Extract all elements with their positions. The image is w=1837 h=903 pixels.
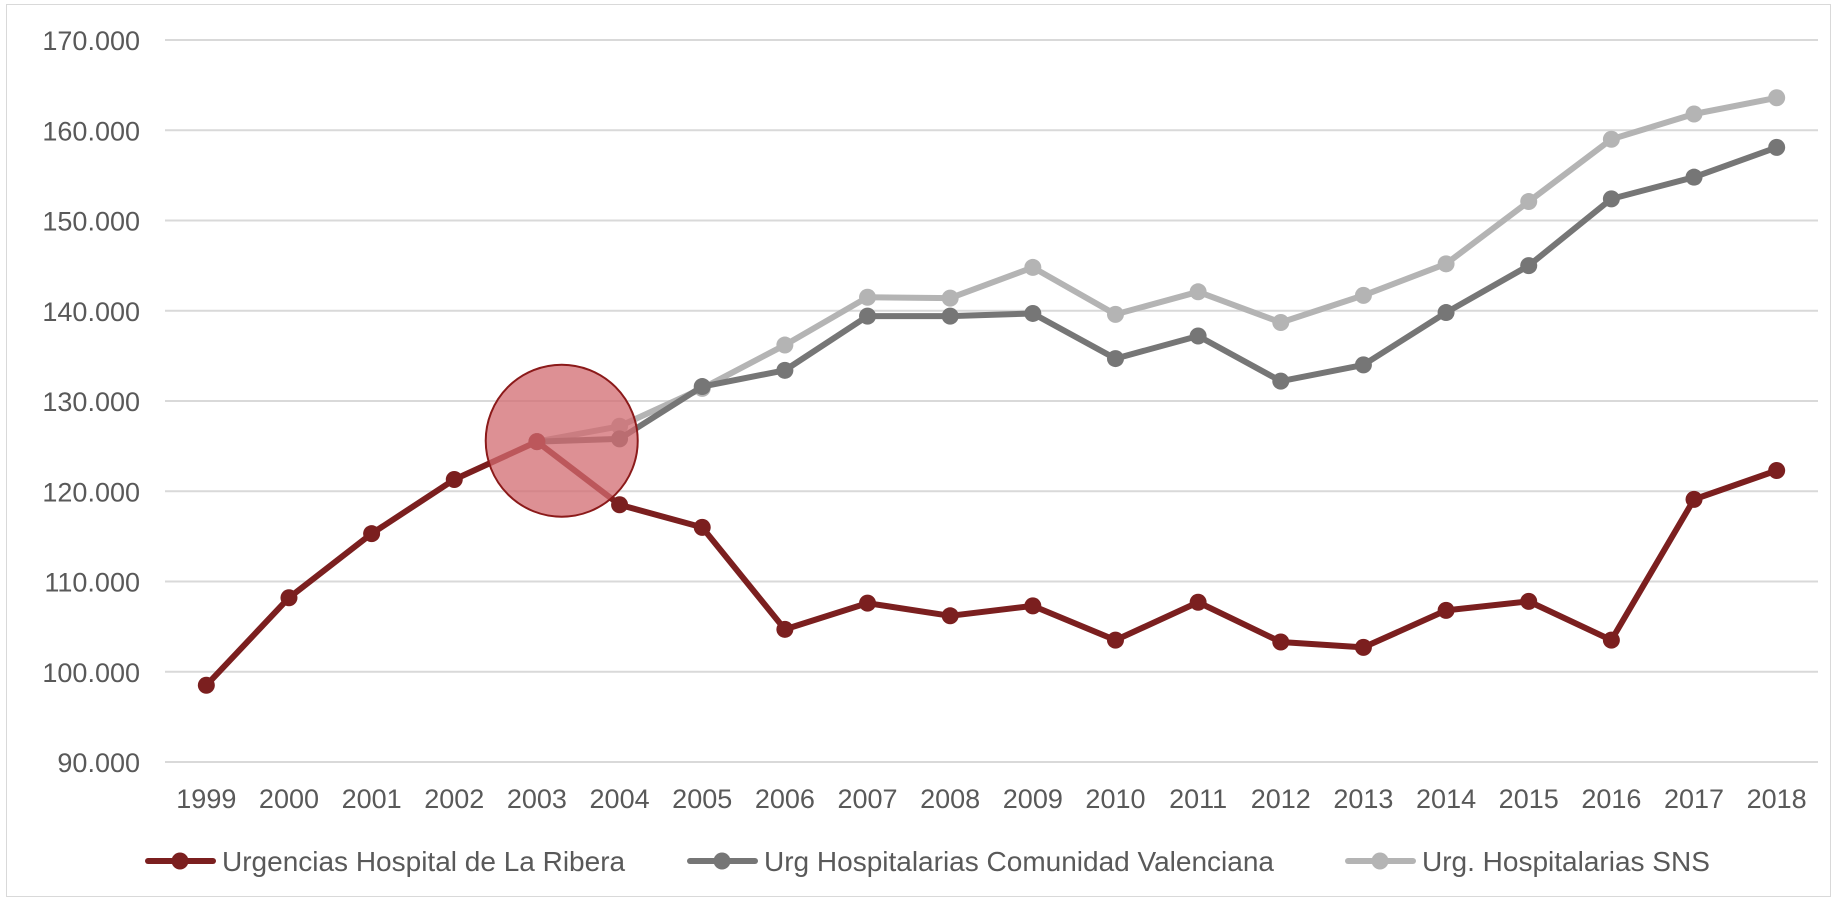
- data-point: [1768, 461, 1786, 479]
- y-tick-label: 100.000: [42, 658, 140, 688]
- data-point: [1437, 304, 1455, 322]
- data-point: [1768, 138, 1786, 156]
- legend-swatch-marker: [1371, 852, 1389, 870]
- grid-lines: [165, 39, 1818, 763]
- y-tick-label: 150.000: [42, 207, 140, 237]
- x-tick-label: 2017: [1664, 784, 1724, 814]
- series-line: [203, 438, 1780, 689]
- data-point: [1106, 631, 1124, 649]
- data-point: [859, 594, 877, 612]
- data-point: [1189, 283, 1207, 301]
- data-point: [1602, 631, 1620, 649]
- data-point: [941, 289, 959, 307]
- data-point: [1437, 601, 1455, 619]
- x-tick-label: 2005: [672, 784, 732, 814]
- legend-swatch-marker: [713, 852, 731, 870]
- data-point: [1189, 593, 1207, 611]
- series-group: [528, 138, 1786, 451]
- data-point: [1106, 350, 1124, 368]
- x-tick-label: 2007: [837, 784, 897, 814]
- x-tick-label: 2010: [1085, 784, 1145, 814]
- x-tick-label: 2011: [1169, 784, 1227, 814]
- legend: Urgencias Hospital de La Ribera Urg Hospi…: [145, 846, 1710, 877]
- data-point: [1024, 597, 1042, 615]
- x-tick-label: 2002: [424, 784, 484, 814]
- data-point: [859, 288, 877, 306]
- series-line: [533, 144, 1780, 445]
- series-lines: [197, 89, 1786, 694]
- y-axis-ticks: 90.000 100.000 110.000 120.000 130.000 140.00…: [42, 26, 140, 778]
- x-tick-label: 2018: [1747, 784, 1807, 814]
- y-tick-label: 90.000: [57, 748, 140, 778]
- data-point: [1272, 313, 1290, 331]
- y-tick-label: 140.000: [42, 297, 140, 327]
- y-tick-label: 120.000: [42, 477, 140, 507]
- legend-label: Urgencias Hospital de La Ribera: [222, 846, 626, 877]
- series-line: [533, 94, 1780, 445]
- x-tick-label: 2009: [1003, 784, 1063, 814]
- x-tick-label: 2012: [1251, 784, 1311, 814]
- y-tick-label: 130.000: [42, 387, 140, 417]
- data-point: [1685, 105, 1703, 123]
- data-point: [1685, 490, 1703, 508]
- series-group: [528, 89, 1786, 451]
- data-point: [1272, 372, 1290, 390]
- data-point: [1354, 638, 1372, 656]
- data-point: [776, 336, 794, 354]
- x-tick-label: 2004: [590, 784, 650, 814]
- data-point: [280, 589, 298, 607]
- x-tick-label: 2014: [1416, 784, 1476, 814]
- x-tick-label: 2015: [1499, 784, 1559, 814]
- data-point: [1602, 130, 1620, 148]
- data-point: [1354, 356, 1372, 374]
- data-point: [1189, 327, 1207, 345]
- data-point: [1272, 633, 1290, 651]
- x-axis-ticks: 1999 2000 2001 2002 2003 2004 2005 2006 2007 2008…: [176, 784, 1806, 814]
- y-tick-label: 170.000: [42, 26, 140, 56]
- legend-label: Urg Hospitalarias Comunidad Valenciana: [764, 846, 1274, 877]
- x-tick-label: 2006: [755, 784, 815, 814]
- data-point: [445, 471, 463, 489]
- x-tick-label: 2016: [1581, 784, 1641, 814]
- x-tick-label: 2000: [259, 784, 319, 814]
- x-tick-label: 2003: [507, 784, 567, 814]
- data-point: [941, 307, 959, 325]
- legend-swatch-marker: [171, 852, 189, 870]
- data-point: [1602, 190, 1620, 208]
- data-point: [693, 518, 711, 536]
- data-point: [1520, 193, 1538, 211]
- data-point: [1685, 168, 1703, 186]
- data-point: [1437, 255, 1455, 273]
- data-point: [941, 607, 959, 625]
- chart-frame: [6, 4, 1831, 897]
- data-point: [776, 620, 794, 638]
- data-point: [1768, 89, 1786, 107]
- data-point: [1024, 258, 1042, 276]
- data-point: [1520, 257, 1538, 275]
- data-point: [859, 307, 877, 325]
- x-tick-label: 2001: [342, 784, 402, 814]
- series-group: [197, 433, 1786, 694]
- y-tick-label: 110.000: [44, 568, 140, 598]
- y-tick-label: 160.000: [42, 116, 140, 146]
- data-point: [1520, 592, 1538, 610]
- data-point: [693, 378, 711, 396]
- data-point: [776, 361, 794, 379]
- legend-label: Urg. Hospitalarias SNS: [1422, 846, 1710, 877]
- data-point: [611, 496, 629, 514]
- data-point: [197, 676, 215, 694]
- data-point: [1106, 305, 1124, 323]
- x-tick-label: 2013: [1333, 784, 1393, 814]
- highlight-circle: [484, 363, 639, 518]
- x-tick-label: 2008: [920, 784, 980, 814]
- x-tick-label: 1999: [176, 784, 236, 814]
- data-point: [363, 525, 381, 543]
- data-point: [1024, 304, 1042, 322]
- data-point: [1354, 286, 1372, 304]
- highlight-layer: [484, 363, 639, 518]
